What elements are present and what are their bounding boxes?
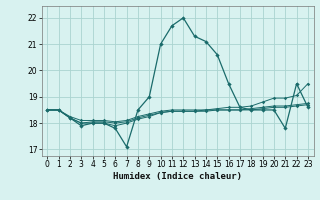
X-axis label: Humidex (Indice chaleur): Humidex (Indice chaleur) — [113, 172, 242, 181]
